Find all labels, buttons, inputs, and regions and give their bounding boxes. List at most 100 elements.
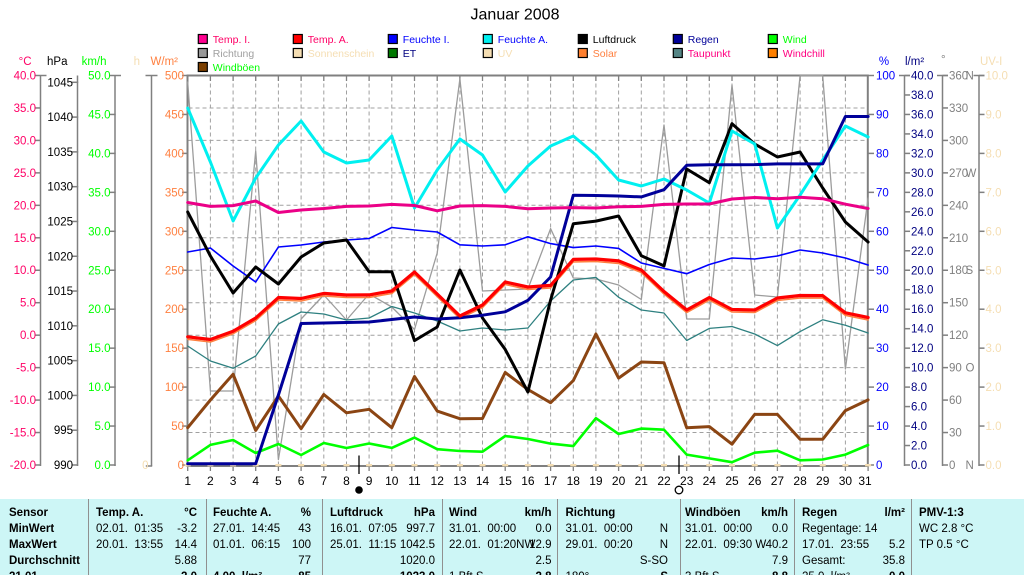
svg-text:60: 60 [949,395,962,407]
svg-text:5.0: 5.0 [986,265,1002,277]
svg-text:35.0: 35.0 [14,103,36,115]
svg-text:0: 0 [178,460,184,472]
svg-text:180: 180 [949,265,968,277]
svg-text:7.0: 7.0 [986,187,1002,199]
svg-text:0: 0 [142,460,148,472]
svg-text:500: 500 [165,71,184,83]
svg-text:UV-I: UV-I [980,56,1002,68]
svg-text:200: 200 [165,304,184,316]
svg-text:25.0: 25.0 [88,265,110,277]
svg-text:N: N [966,460,974,472]
svg-text:120: 120 [949,330,968,342]
svg-text:24: 24 [703,474,717,488]
svg-text:10.0: 10.0 [986,71,1008,83]
svg-text:1015: 1015 [47,286,73,298]
svg-text:35.0: 35.0 [88,187,110,199]
svg-text:0.0: 0.0 [95,460,111,472]
svg-text:10.0: 10.0 [88,382,110,394]
svg-text:0.0: 0.0 [20,330,36,342]
svg-text:Windchill: Windchill [783,48,825,60]
svg-text:26: 26 [748,474,762,488]
svg-text:10: 10 [385,474,399,488]
svg-text:28: 28 [793,474,807,488]
svg-text:Sonnenschein: Sonnenschein [308,48,375,60]
svg-text:16.0: 16.0 [911,304,933,316]
svg-text:20: 20 [612,474,626,488]
svg-text:Taupunkt: Taupunkt [688,48,731,60]
svg-text:9.0: 9.0 [986,109,1002,121]
svg-text:31: 31 [858,474,872,488]
svg-text:1040: 1040 [47,112,73,124]
svg-text:40.0: 40.0 [14,71,36,83]
svg-text:20: 20 [876,382,889,394]
svg-text:°: ° [941,54,946,66]
svg-text:38.0: 38.0 [911,90,933,102]
svg-text:1030: 1030 [47,182,73,194]
svg-text:30: 30 [876,343,889,355]
svg-text:50: 50 [876,265,889,277]
svg-text:14.0: 14.0 [911,324,933,336]
svg-text:11: 11 [408,474,421,488]
svg-text:70: 70 [876,187,889,199]
svg-text:UV: UV [498,48,513,60]
svg-text:3: 3 [230,474,237,488]
svg-text:360: 360 [949,71,968,83]
svg-text:km/h: km/h [82,56,107,68]
svg-text:O: O [966,363,975,375]
svg-text:1010: 1010 [47,321,73,333]
svg-text:2.0: 2.0 [911,441,927,453]
svg-text:1: 1 [184,474,191,488]
svg-text:-20.0: -20.0 [10,460,36,472]
svg-text:400: 400 [165,148,184,160]
svg-text:100: 100 [165,382,184,394]
svg-text:34.0: 34.0 [911,129,933,141]
svg-text:5: 5 [275,474,282,488]
svg-text:4.0: 4.0 [911,421,927,433]
svg-text:Wind: Wind [783,34,807,46]
svg-text:80: 80 [876,148,889,160]
svg-text:l/m²: l/m² [905,56,924,68]
svg-text:Feuchte I.: Feuchte I. [403,34,450,46]
svg-text:-10.0: -10.0 [10,395,36,407]
svg-text:1025: 1025 [47,216,73,228]
svg-text:W/m²: W/m² [151,56,179,68]
svg-text:18: 18 [567,474,581,488]
svg-text:40.0: 40.0 [88,148,110,160]
svg-text:8: 8 [343,474,350,488]
svg-text:1020: 1020 [47,251,73,263]
svg-text:25: 25 [725,474,739,488]
svg-text:21: 21 [635,474,649,488]
svg-text:25.0: 25.0 [14,168,36,180]
svg-text:0: 0 [876,460,882,472]
svg-text:150: 150 [949,298,968,310]
svg-text:N: N [966,71,974,83]
svg-text:0: 0 [949,460,955,472]
svg-text:15.0: 15.0 [14,233,36,245]
svg-text:1035: 1035 [47,147,73,159]
svg-text:Richtung: Richtung [213,48,255,60]
svg-text:Regen: Regen [688,34,719,46]
svg-text:1045: 1045 [47,77,73,89]
svg-text:29: 29 [816,474,830,488]
svg-text:300: 300 [949,135,968,147]
svg-text:h: h [134,56,140,68]
svg-text:10: 10 [876,421,889,433]
svg-text:19: 19 [589,474,603,488]
svg-text:50: 50 [171,421,184,433]
svg-text:Temp. A.: Temp. A. [308,34,349,46]
svg-text:6.0: 6.0 [986,226,1002,238]
svg-text:9: 9 [366,474,373,488]
svg-text:5.0: 5.0 [20,298,36,310]
svg-text:20.0: 20.0 [88,304,110,316]
svg-text:17: 17 [544,474,558,488]
svg-text:28.0: 28.0 [911,187,933,199]
svg-text:250: 250 [165,265,184,277]
svg-text:Januar 2008: Januar 2008 [471,7,560,24]
svg-text:W: W [966,168,977,180]
svg-text:270: 270 [949,168,968,180]
svg-text:°C: °C [19,56,32,68]
svg-text:12.0: 12.0 [911,343,933,355]
svg-text:2: 2 [207,474,214,488]
svg-text:%: % [879,56,889,68]
svg-text:Solar: Solar [593,48,618,60]
